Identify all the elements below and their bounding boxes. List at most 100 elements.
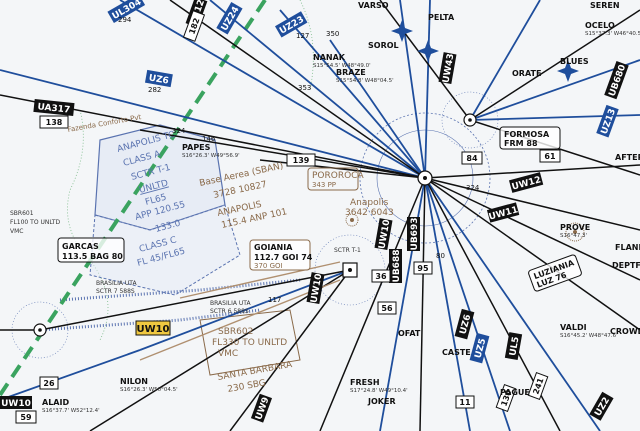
compass-rose	[359, 112, 491, 244]
route-ub693[interactable]: UB693	[407, 217, 420, 251]
navaid-name: FORMOSA	[504, 130, 550, 139]
airspace-label: SBR602	[218, 327, 253, 337]
navaid-formosa[interactable]: FORMOSA FRM 88	[499, 126, 561, 150]
mea-130: 130	[495, 384, 517, 412]
svg-text:61: 61	[544, 152, 556, 161]
waypoint-ofat[interactable]: OFAT	[398, 329, 421, 338]
waypoint-coord: S16°47.3'	[560, 233, 587, 239]
waypoint-pague[interactable]: PAGUE	[500, 388, 530, 397]
waypoint-seren[interactable]: SEREN	[590, 1, 620, 10]
ndb-luziania[interactable]	[565, 222, 585, 242]
waypoint-after[interactable]: AFTER	[615, 153, 640, 162]
waypoint-orate[interactable]: ORATE	[512, 69, 541, 78]
mea-182: 182	[182, 10, 206, 42]
route-label-text: UZ6	[148, 73, 170, 86]
waypoint-dept[interactable]: DEPTF	[612, 261, 640, 270]
navaid-sub: 370 GOI	[254, 262, 283, 270]
navaid-anapolis[interactable]: Anapolis 3642 6043	[345, 198, 394, 218]
navaid-pororoca[interactable]: POROROCA 343 PP	[307, 167, 364, 191]
route-label-text: UB688	[392, 250, 402, 283]
navaid-freq: 3642 6043	[345, 208, 394, 218]
waypoint-coord: S16°26.3' W50°04.5'	[120, 387, 178, 393]
waypoint-crowd[interactable]: CROWD	[610, 327, 640, 336]
mea-138a: 138	[39, 115, 69, 129]
waypoint-nilon[interactable]: NILON	[120, 377, 148, 386]
bearing-label: 146	[202, 135, 216, 143]
mea-11: 11	[455, 395, 475, 409]
waypoint-sorol[interactable]: SOROL	[368, 41, 399, 50]
route-label-text: UW10	[136, 324, 169, 335]
brasilia-uta-boundary	[59, 278, 301, 302]
airspace-label: VMC	[10, 228, 23, 235]
route-ul5[interactable]: UL5	[504, 332, 523, 361]
waypoint-nanak[interactable]: NANAK	[313, 53, 346, 62]
airspace-label: SCTR 6 588S	[210, 308, 249, 315]
airspace-label: BRASILIA UTA	[96, 280, 137, 287]
airspace-label: FL330 TO UNLTD	[212, 338, 287, 348]
compass-rose-inner	[376, 129, 474, 227]
mea-36: 36	[371, 269, 391, 283]
bearing-label: 324	[172, 127, 186, 135]
waypoint-varso[interactable]: VARSO	[358, 1, 389, 10]
svg-text:56: 56	[381, 304, 393, 313]
navaid-goiania[interactable]: GOIANIA 112.7 GOI 74 370 GOI	[249, 239, 313, 271]
waypoint-valdi[interactable]: VALDI	[560, 323, 587, 332]
navaid-name: GARCAS	[62, 242, 99, 251]
waypoint-alaid[interactable]: ALAID	[42, 398, 69, 407]
route-uw10-c[interactable]: UW10	[135, 320, 171, 336]
airspace-label: SBR601	[10, 210, 34, 217]
waypoint-blues[interactable]: BLUES	[560, 57, 589, 66]
waypoint-coord: S16°26.3' W49°56.9'	[182, 153, 240, 159]
waypoint-braze[interactable]: BRAZE	[336, 68, 366, 77]
waypoint-papes[interactable]: PAPES	[182, 143, 211, 152]
vor-formosa[interactable]	[463, 113, 477, 127]
bearing-label: 282	[148, 86, 161, 94]
bearing-label: 353	[298, 84, 311, 92]
bearing-label: 80	[436, 252, 445, 260]
svg-text:139: 139	[293, 156, 310, 165]
route-label-text: UB693	[410, 218, 420, 251]
vor-brasilia[interactable]	[417, 170, 433, 186]
route-uw10-d[interactable]: UW10	[0, 396, 32, 409]
route-uz6-top[interactable]: UZ6	[144, 69, 173, 88]
svg-text:11: 11	[459, 398, 471, 407]
navaid-name: GOIANIA	[254, 243, 293, 252]
navaid-name: POROROCA	[312, 171, 364, 181]
waypoint-flank[interactable]: FLANK	[615, 243, 640, 252]
bearing-label: 127	[296, 32, 309, 40]
vor-goiania[interactable]	[342, 262, 358, 278]
bearing-label: 350	[326, 30, 339, 38]
route-ub688[interactable]: UB688	[389, 249, 402, 283]
ndb-anapolis[interactable]	[345, 213, 359, 227]
route-ua317[interactable]: UA317	[33, 98, 75, 117]
svg-text:138: 138	[46, 118, 63, 127]
waypoint-fresh[interactable]: FRESH	[350, 378, 380, 387]
mea-56: 56	[377, 301, 397, 315]
mea-241: 241	[527, 372, 549, 400]
navaid-name: Anapolis	[350, 198, 389, 208]
route-label-text: UW10	[1, 399, 31, 409]
route-label-text: UA317	[37, 102, 71, 115]
waypoint-coord: S16°45.2' W48°47.6'	[560, 333, 618, 339]
vor-alaid[interactable]	[33, 323, 47, 337]
navaid-garcas[interactable]: GARCAS 113.5 BAG 80	[57, 237, 125, 263]
bearing-label: 324	[466, 184, 480, 192]
waypoint-coord: S17°24.8' W49°10.4'	[350, 388, 408, 394]
bearing-label: 117	[268, 296, 281, 304]
waypoint-caste[interactable]: CASTE	[442, 348, 471, 357]
waypoint-stars	[391, 20, 579, 82]
sbr602-area	[199, 309, 301, 376]
airspace-label: FL100 TO UNLTD	[10, 219, 61, 226]
waypoint-prove[interactable]: PROVE	[560, 223, 590, 232]
mea-59: 59	[15, 410, 37, 424]
waypoint-coord: S15°54.8' W48°04.5'	[336, 78, 394, 84]
mea-84: 84	[461, 151, 483, 165]
waypoint-joker[interactable]: JOKER	[367, 397, 396, 406]
waypoint-coord: S16°37.7' W52°12.4'	[42, 408, 100, 414]
waypoint-ocelo[interactable]: OCELO	[585, 21, 615, 30]
waypoint-pelta[interactable]: PELTA	[428, 13, 455, 22]
airspace-label: VMC	[218, 349, 238, 359]
mea-61: 61	[539, 149, 561, 163]
